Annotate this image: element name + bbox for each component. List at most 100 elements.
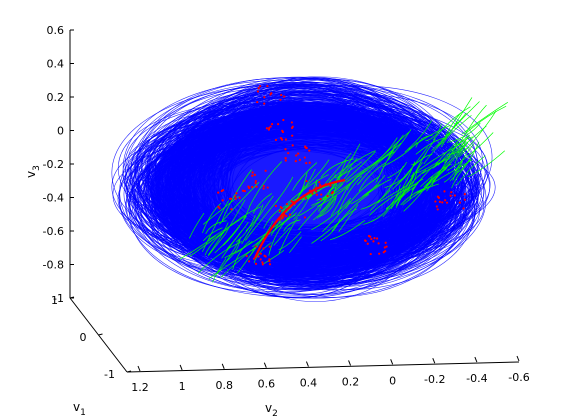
green-trajectory-curve xyxy=(245,198,280,241)
blue-trajectory-loop xyxy=(193,129,455,267)
green-trajectory-curve xyxy=(202,202,222,233)
red-trajectory-point xyxy=(441,201,444,204)
green-trajectory-curve xyxy=(410,144,461,177)
blue-trajectory-loop xyxy=(170,86,415,265)
red-trajectory-point xyxy=(434,200,437,203)
red-trajectory-point xyxy=(220,189,223,193)
red-trajectory-point xyxy=(262,184,266,188)
y-tick-label: 1.2 xyxy=(131,381,149,394)
red-trajectory-point xyxy=(264,169,267,172)
y-axis-label: v2 xyxy=(265,401,278,419)
red-trajectory-point xyxy=(287,152,290,155)
green-trajectory-curve xyxy=(223,204,251,246)
green-trajectory-curve xyxy=(261,250,285,265)
red-trajectory-point xyxy=(377,242,380,245)
red-trajectory-point xyxy=(234,197,237,200)
red-trajectory-point xyxy=(217,205,220,208)
red-trajectory-point xyxy=(291,144,294,147)
red-trajectory-point xyxy=(449,194,452,197)
red-trajectory-point xyxy=(257,87,260,90)
red-trajectory-point xyxy=(284,148,287,151)
blue-trajectory-loop xyxy=(227,144,409,259)
green-trajectory-curve xyxy=(331,208,357,232)
red-trajectory-point xyxy=(279,137,283,140)
green-trajectory-curve xyxy=(403,175,434,212)
green-trajectory-curve xyxy=(456,155,486,186)
green-trajectory-curve xyxy=(447,141,469,156)
x-tick-mark xyxy=(126,370,132,373)
green-trajectory-curve xyxy=(322,200,351,232)
blue-trajectory-loop xyxy=(211,121,425,277)
green-trajectory-curve xyxy=(460,104,487,143)
red-trajectory-point xyxy=(270,122,274,126)
red-trajectory-point xyxy=(366,242,369,245)
blue-trajectory-loop xyxy=(151,115,476,276)
red-trajectory-point xyxy=(370,237,373,241)
green-trajectory-curve xyxy=(444,112,461,137)
red-trajectory-point xyxy=(221,199,224,202)
red-trajectory-point xyxy=(463,198,466,201)
green-trajectory-curve xyxy=(467,150,506,178)
axis-labels: v3 v1 v2 xyxy=(24,165,278,419)
green-trajectory-curve xyxy=(395,168,412,187)
blue-trajectory-loop xyxy=(211,105,401,242)
red-trajectory-point xyxy=(282,118,285,122)
y-tick-mark xyxy=(432,358,436,364)
blue-trajectory-loop xyxy=(158,113,432,273)
green-trajectory-curve xyxy=(293,179,318,221)
red-trajectory-point xyxy=(261,261,264,264)
red-trajectory-point xyxy=(283,95,286,98)
green-trajectory-curve xyxy=(214,215,247,254)
red-trajectory-point xyxy=(255,185,258,188)
z-tick-label: 0 xyxy=(57,125,64,138)
green-trajectory-curve xyxy=(346,169,368,191)
red-trajectory-point xyxy=(315,190,318,193)
red-trajectory-point xyxy=(262,247,265,250)
green-trajectory-curve xyxy=(436,115,472,147)
z-tick-label: -0.8 xyxy=(43,259,64,272)
green-trajectory-series xyxy=(179,97,509,283)
red-trajectory-point xyxy=(297,152,300,155)
green-trajectory-curve xyxy=(226,221,249,249)
green-trajectory-curve xyxy=(345,175,380,209)
green-trajectory-curve xyxy=(443,164,460,183)
green-trajectory-curve xyxy=(189,213,205,239)
green-trajectory-curve xyxy=(329,220,366,241)
green-trajectory-curve xyxy=(237,250,254,274)
red-trajectory-point xyxy=(264,255,267,258)
red-trajectory-point xyxy=(436,195,440,198)
green-trajectory-curve xyxy=(319,182,338,214)
z-tick-label: 0.2 xyxy=(47,91,65,104)
green-trajectory-curve xyxy=(273,227,291,246)
green-trajectory-curve xyxy=(320,218,341,242)
red-trajectory-point xyxy=(319,183,322,187)
green-trajectory-curve xyxy=(451,158,472,189)
green-trajectory-curve xyxy=(465,105,507,135)
red-trajectory-point xyxy=(268,126,271,130)
y-tick-mark xyxy=(263,362,267,368)
red-trajectory-point xyxy=(453,194,456,197)
red-trajectory-point xyxy=(383,246,386,249)
y-tick-label: -0.2 xyxy=(424,373,445,386)
red-trajectory-point xyxy=(326,194,329,198)
green-trajectory-curve xyxy=(202,227,223,242)
x-tick-mark xyxy=(98,333,103,336)
z-tick-label: -0.4 xyxy=(43,192,64,205)
red-trajectory-point xyxy=(284,138,288,141)
y-tick-label: -0.4 xyxy=(466,372,487,385)
red-trajectory-point xyxy=(445,201,449,204)
green-trajectory-curve xyxy=(447,132,494,171)
red-trajectory-point xyxy=(305,180,308,183)
red-trajectory-point xyxy=(443,190,446,193)
red-trajectory-point xyxy=(284,157,287,160)
red-trajectory-point xyxy=(280,207,283,210)
green-trajectory-curve xyxy=(423,144,466,188)
red-trajectory-point xyxy=(274,204,277,208)
green-trajectory-curve xyxy=(219,182,260,225)
red-trajectory-point xyxy=(290,121,293,124)
red-trajectory-point xyxy=(238,196,241,199)
z-tick-label: -0.2 xyxy=(43,158,64,171)
red-trajectory-point xyxy=(266,186,269,189)
red-trajectory-point xyxy=(259,85,262,88)
